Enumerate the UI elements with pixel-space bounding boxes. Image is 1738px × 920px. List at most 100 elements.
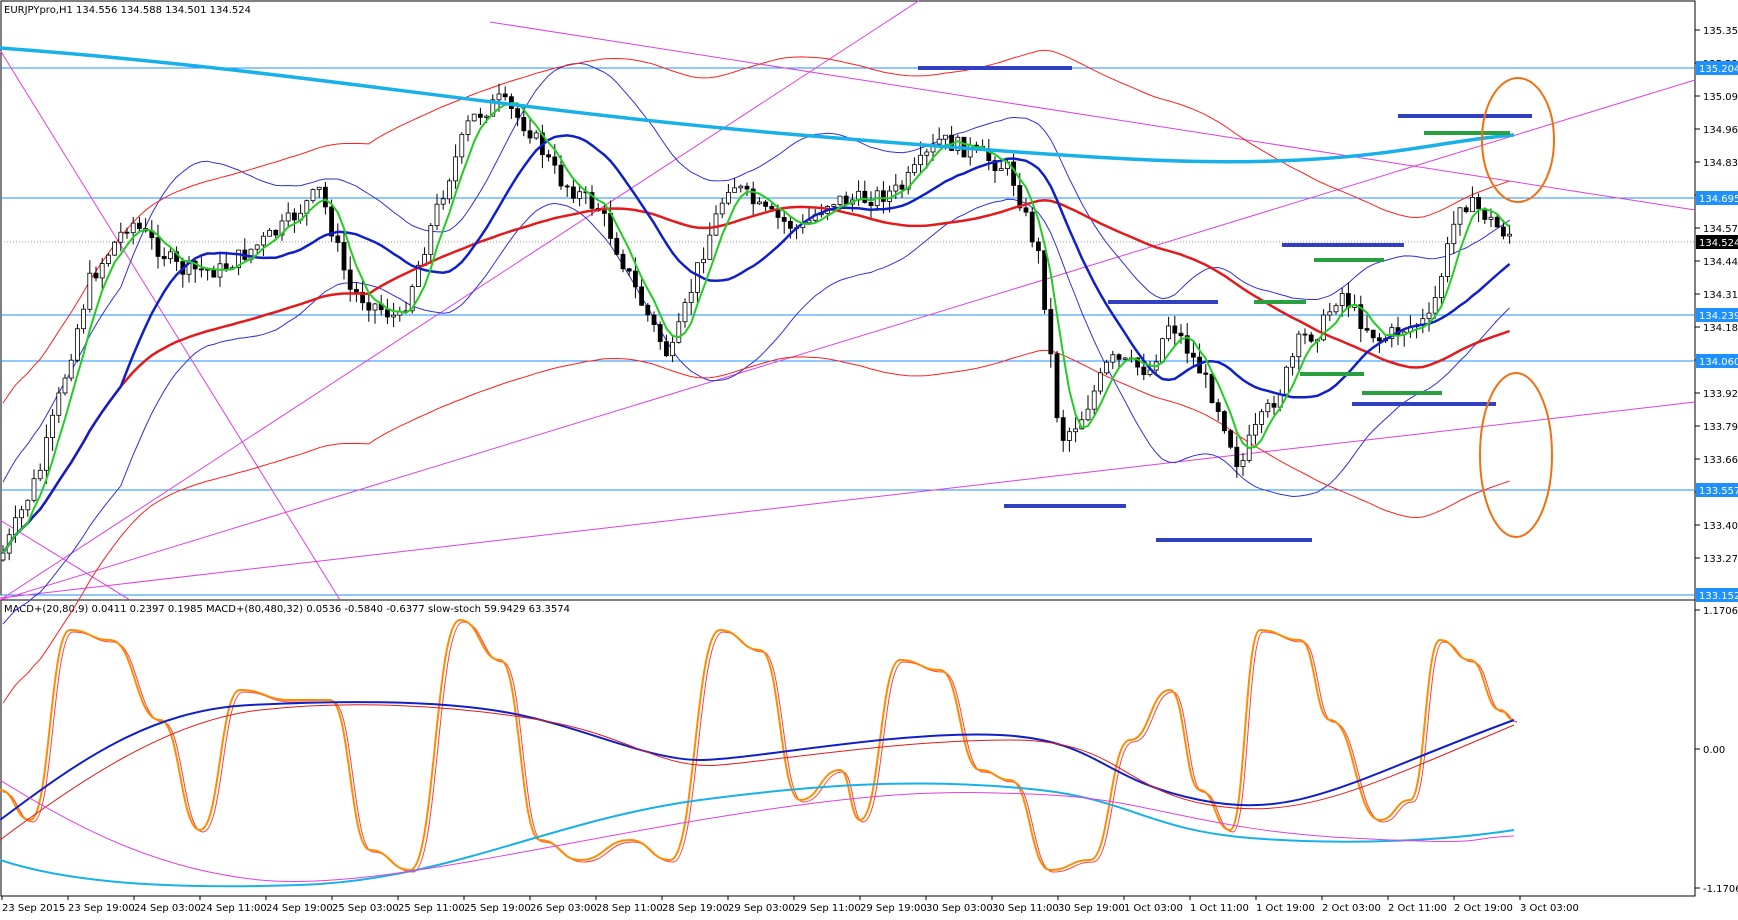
- candle-body[interactable]: [285, 212, 291, 222]
- candle-body[interactable]: [695, 262, 700, 293]
- candle-body[interactable]: [19, 509, 25, 519]
- candle-body[interactable]: [459, 133, 465, 158]
- candle-body[interactable]: [1327, 311, 1333, 316]
- candle-body[interactable]: [1439, 276, 1444, 298]
- candle-body[interactable]: [112, 241, 117, 256]
- candle-body[interactable]: [1166, 325, 1171, 340]
- candle-body[interactable]: [62, 377, 68, 394]
- candle-body[interactable]: [167, 251, 173, 260]
- candle-body[interactable]: [347, 269, 353, 290]
- candle-body[interactable]: [56, 392, 62, 416]
- candle-body[interactable]: [639, 286, 644, 306]
- candle-body[interactable]: [434, 203, 440, 227]
- candle-body[interactable]: [75, 328, 80, 361]
- candle-body[interactable]: [428, 225, 434, 255]
- candle-body[interactable]: [1426, 312, 1432, 320]
- candle-body[interactable]: [1321, 314, 1326, 341]
- candle-body[interactable]: [440, 198, 446, 205]
- candle-body[interactable]: [1135, 357, 1140, 368]
- candle-body[interactable]: [664, 341, 669, 357]
- candle-body[interactable]: [1228, 430, 1233, 448]
- candle-body[interactable]: [1308, 334, 1314, 342]
- candle-body[interactable]: [1296, 333, 1302, 358]
- candle-body[interactable]: [837, 195, 843, 206]
- candle-body[interactable]: [415, 264, 421, 287]
- candle-body[interactable]: [769, 205, 775, 210]
- candle-body[interactable]: [1060, 417, 1066, 441]
- candle-body[interactable]: [1234, 446, 1240, 468]
- candle-body[interactable]: [1110, 354, 1116, 363]
- trend-lines[interactable]: [0, 0, 1696, 601]
- candle-body[interactable]: [329, 206, 335, 237]
- candle-body[interactable]: [106, 254, 111, 264]
- trend-line[interactable]: [0, 79, 1696, 601]
- candle-body[interactable]: [1116, 354, 1122, 360]
- candle-body[interactable]: [602, 210, 607, 214]
- candle-body[interactable]: [490, 99, 496, 117]
- candle-body[interactable]: [1445, 243, 1450, 278]
- candle-body[interactable]: [93, 272, 99, 279]
- candle-body[interactable]: [577, 191, 582, 199]
- candle-body[interactable]: [1191, 352, 1196, 358]
- candle-body[interactable]: [1265, 403, 1271, 413]
- candle-body[interactable]: [1253, 424, 1258, 436]
- candle-body[interactable]: [1104, 361, 1109, 374]
- candle-body[interactable]: [1017, 185, 1023, 209]
- candle-body[interactable]: [118, 231, 124, 243]
- candle-body[interactable]: [81, 308, 86, 330]
- candle-body[interactable]: [322, 186, 328, 208]
- candle-body[interactable]: [1240, 460, 1246, 468]
- candle-body[interactable]: [1036, 241, 1041, 252]
- candle-body[interactable]: [1271, 403, 1277, 408]
- candle-body[interactable]: [905, 171, 911, 190]
- candle-body[interactable]: [31, 478, 37, 501]
- candle-body[interactable]: [291, 212, 297, 221]
- candle-body[interactable]: [1339, 293, 1345, 306]
- candle-body[interactable]: [1203, 372, 1209, 375]
- candle-body[interactable]: [1494, 216, 1500, 228]
- candle-body[interactable]: [1160, 338, 1165, 363]
- highlight-ellipse-top[interactable]: [1481, 77, 1555, 203]
- candle-body[interactable]: [366, 302, 372, 311]
- candle-body[interactable]: [1488, 216, 1494, 220]
- candle-body[interactable]: [1284, 366, 1289, 395]
- candle-body[interactable]: [924, 151, 930, 156]
- trend-line[interactable]: [0, 49, 341, 601]
- candle-body[interactable]: [633, 270, 638, 288]
- candle-body[interactable]: [1302, 333, 1308, 336]
- candle-body[interactable]: [558, 164, 564, 187]
- candle-body[interactable]: [651, 314, 657, 325]
- candle-body[interactable]: [1259, 411, 1264, 425]
- trend-line[interactable]: [489, 21, 1696, 211]
- candle-body[interactable]: [477, 113, 483, 118]
- candle-body[interactable]: [484, 115, 490, 118]
- candle-body[interactable]: [1358, 304, 1364, 329]
- candle-body[interactable]: [571, 186, 576, 199]
- candle-body[interactable]: [1091, 390, 1097, 410]
- candle-body[interactable]: [1067, 431, 1072, 441]
- candle-body[interactable]: [1364, 328, 1370, 331]
- candle-body[interactable]: [552, 156, 558, 166]
- candle-body[interactable]: [955, 136, 961, 151]
- candle-body[interactable]: [868, 202, 874, 207]
- candle-body[interactable]: [1470, 197, 1475, 213]
- candle-body[interactable]: [726, 191, 731, 204]
- candle-body[interactable]: [757, 201, 762, 205]
- candle-body[interactable]: [1011, 161, 1016, 186]
- candle-body[interactable]: [831, 204, 837, 207]
- candle-body[interactable]: [136, 222, 142, 229]
- candle-body[interactable]: [1042, 250, 1047, 310]
- trend-line[interactable]: [0, 401, 1696, 599]
- candle-body[interactable]: [254, 244, 260, 250]
- candle-body[interactable]: [310, 189, 316, 202]
- candle-body[interactable]: [0, 552, 6, 561]
- candle-body[interactable]: [1432, 297, 1438, 314]
- candle-body[interactable]: [763, 201, 768, 207]
- candle-body[interactable]: [37, 469, 43, 480]
- candle-body[interactable]: [676, 321, 682, 343]
- candle-body[interactable]: [124, 231, 130, 234]
- candle-body[interactable]: [236, 249, 242, 269]
- candle-body[interactable]: [198, 268, 204, 271]
- candle-body[interactable]: [260, 235, 266, 246]
